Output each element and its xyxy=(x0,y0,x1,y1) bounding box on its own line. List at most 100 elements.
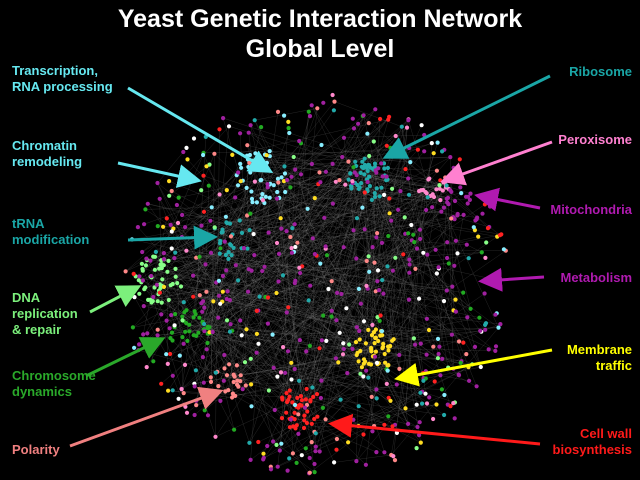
network-node xyxy=(408,160,413,165)
network-node xyxy=(210,329,215,335)
network-edge xyxy=(293,199,441,253)
network-node xyxy=(151,294,156,300)
network-node xyxy=(224,373,230,378)
network-node xyxy=(425,252,430,257)
network-node xyxy=(456,339,462,344)
network-node xyxy=(386,414,391,419)
network-edge xyxy=(247,159,415,243)
network-node xyxy=(383,360,388,365)
network-edge xyxy=(291,376,364,380)
network-node xyxy=(279,416,285,421)
network-node xyxy=(159,312,164,317)
network-edge xyxy=(448,188,489,229)
network-edge xyxy=(294,169,385,453)
network-edge xyxy=(318,116,390,185)
network-node xyxy=(448,155,453,160)
network-node xyxy=(237,218,242,223)
network-node xyxy=(294,460,299,465)
network-edge xyxy=(196,109,376,258)
network-node xyxy=(442,412,447,418)
network-node xyxy=(387,196,392,201)
network-node xyxy=(278,370,284,375)
network-edge xyxy=(134,254,404,349)
network-node xyxy=(346,177,351,182)
network-edge xyxy=(161,260,169,303)
network-node xyxy=(202,329,207,334)
network-node xyxy=(441,205,447,210)
network-node xyxy=(432,379,437,384)
network-node xyxy=(453,238,458,243)
network-edge xyxy=(376,209,427,363)
network-node xyxy=(323,417,328,422)
network-node xyxy=(201,173,206,178)
network-edge xyxy=(138,167,242,345)
network-node xyxy=(455,251,460,256)
network-node xyxy=(169,330,175,335)
network-edge xyxy=(145,214,464,288)
network-edges xyxy=(125,101,506,474)
network-node xyxy=(232,374,237,379)
network-edge xyxy=(226,252,482,300)
network-node xyxy=(379,161,384,166)
network-node xyxy=(173,274,178,279)
network-node xyxy=(406,176,411,181)
network-node xyxy=(306,298,311,303)
network-node xyxy=(418,390,423,395)
network-node xyxy=(356,286,361,291)
network-edge xyxy=(180,207,445,287)
network-edge xyxy=(213,253,316,302)
network-node xyxy=(362,227,367,232)
network-node xyxy=(251,232,256,237)
network-node xyxy=(353,159,358,164)
network-node xyxy=(401,252,406,257)
network-edge xyxy=(218,280,364,364)
network-node xyxy=(434,402,439,407)
network-node xyxy=(305,206,310,211)
network-node xyxy=(330,201,335,206)
network-node xyxy=(319,142,324,148)
network-edge xyxy=(173,228,296,406)
network-edge xyxy=(297,184,346,398)
network-node xyxy=(438,178,443,183)
network-edge xyxy=(352,182,400,369)
network-node xyxy=(137,342,142,347)
network-edge xyxy=(151,277,445,302)
network-node xyxy=(252,165,257,170)
network-node xyxy=(141,304,146,309)
network-node xyxy=(322,215,327,220)
network-edge xyxy=(391,327,499,456)
network-node xyxy=(483,321,489,326)
network-node xyxy=(183,225,188,230)
network-edge xyxy=(306,191,401,424)
network-node xyxy=(191,333,196,338)
network-node xyxy=(387,211,392,216)
network-node xyxy=(228,322,233,327)
network-node xyxy=(279,175,284,180)
network-edge xyxy=(368,155,451,407)
network-node xyxy=(367,183,372,189)
network-node xyxy=(292,281,297,286)
network-node xyxy=(425,195,430,200)
network-edge xyxy=(366,285,373,432)
network-node xyxy=(270,332,275,337)
network-edge xyxy=(205,264,249,292)
network-node xyxy=(363,462,368,467)
network-node xyxy=(493,312,498,317)
network-node xyxy=(341,346,346,352)
network-node xyxy=(444,288,449,293)
network-node xyxy=(399,124,404,129)
network-node xyxy=(139,261,144,266)
network-edge xyxy=(269,156,409,425)
network-edge xyxy=(142,137,345,271)
network-edge xyxy=(218,295,238,381)
network-edge xyxy=(269,150,411,163)
network-node xyxy=(340,352,346,357)
network-node xyxy=(398,189,403,194)
network-edge xyxy=(185,242,383,407)
network-node xyxy=(474,217,479,222)
network-node xyxy=(238,318,243,323)
network-edge xyxy=(202,245,232,358)
network-edge xyxy=(144,167,367,290)
network-node xyxy=(334,318,339,323)
network-edge xyxy=(292,165,370,403)
